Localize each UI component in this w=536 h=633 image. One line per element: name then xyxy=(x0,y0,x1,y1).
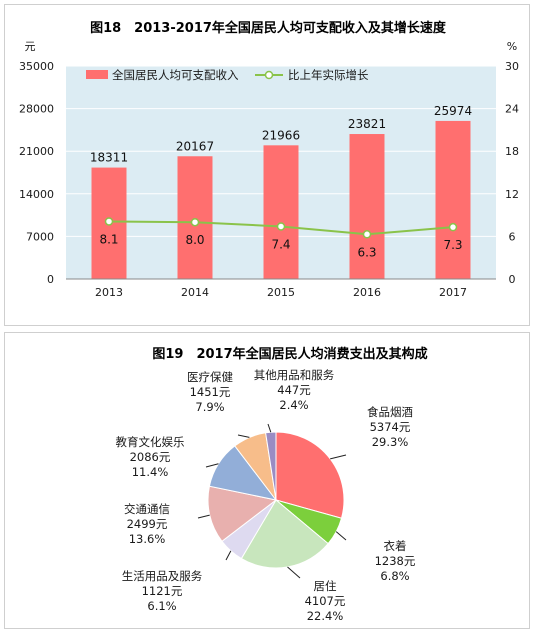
pie-label-amount: 1121元 xyxy=(142,584,183,598)
growth-labels: 8.1 8.0 7.4 6.3 7.3 xyxy=(99,232,462,259)
pie-label-amount: 2086元 xyxy=(130,450,171,464)
right-tick-label: 0 xyxy=(509,273,516,286)
right-tick-label: 24 xyxy=(505,103,519,116)
pie-label-percent: 7.9% xyxy=(195,400,224,414)
growth-label: 8.0 xyxy=(185,233,204,247)
right-tick-label: 6 xyxy=(509,230,516,243)
consumption-pie xyxy=(207,431,345,569)
right-tick-label: 30 xyxy=(505,60,519,73)
legend-line-marker xyxy=(264,70,274,80)
pie-label-percent: 6.8% xyxy=(380,569,409,583)
pie-leader-line xyxy=(197,514,210,519)
left-tick-label: 35000 xyxy=(19,60,54,73)
pie-label-amount: 447元 xyxy=(277,383,311,397)
left-tick-label: 21000 xyxy=(19,145,54,158)
x-tick-label: 2017 xyxy=(439,286,467,299)
legend-bar-swatch xyxy=(86,70,108,79)
pie-label-amount: 4107元 xyxy=(305,594,346,608)
pie-slice xyxy=(207,485,278,542)
pie-label-amount: 1451元 xyxy=(190,385,231,399)
pie-slice xyxy=(240,499,329,569)
growth-point xyxy=(448,222,458,232)
left-tick-label: 0 xyxy=(47,273,54,286)
income-bar-label: 25974 xyxy=(434,104,472,118)
pie-label-name: 其他用品和服务 xyxy=(254,368,335,382)
chart18-frame xyxy=(4,4,530,326)
income-bar xyxy=(177,156,213,279)
pie-label-name: 居住 xyxy=(314,579,337,593)
pie-leader-line xyxy=(335,531,347,541)
pie-label-name: 交通通信 xyxy=(124,502,170,516)
growth-point xyxy=(362,230,372,239)
income-bar xyxy=(435,120,471,279)
chart19-title: 图19 2017年全国居民人均消费支出及其构成 xyxy=(152,346,427,362)
income-bar xyxy=(349,134,385,279)
growth-label: 6.3 xyxy=(357,245,376,259)
income-bars xyxy=(91,120,471,279)
left-tick-label: 7000 xyxy=(26,230,54,243)
pie-label-name: 衣着 xyxy=(384,539,407,553)
legend-growth-label: 比上年实际增长 xyxy=(288,68,369,82)
income-bar-label: 23821 xyxy=(348,117,386,131)
growth-label: 7.4 xyxy=(271,237,290,251)
pie-leader-line xyxy=(225,550,232,561)
pie-label-name: 医疗保健 xyxy=(187,370,233,384)
chart18-title: 图18 2013-2017年全国居民人均可支配收入及其增长速度 xyxy=(90,20,447,36)
right-tick-label: 12 xyxy=(505,188,519,201)
income-bar-label: 21966 xyxy=(262,128,300,142)
x-tick-label: 2013 xyxy=(95,286,123,299)
pie-label-percent: 13.6% xyxy=(129,532,166,546)
pie-leader-line xyxy=(330,454,347,460)
pie-label-name: 食品烟酒 xyxy=(367,405,413,419)
pie-slice xyxy=(275,431,345,519)
left-axis-ticks: 0 7000 14000 21000 28000 35000 xyxy=(19,60,54,286)
right-axis-ticks: 0 6 12 18 24 30 xyxy=(505,60,519,286)
x-tick-label: 2014 xyxy=(181,286,209,299)
pie-label-amount: 5374元 xyxy=(370,420,411,434)
pie-label-percent: 11.4% xyxy=(132,465,169,479)
legend-income-label: 全国居民人均可支配收入 xyxy=(112,68,239,82)
left-tick-label: 14000 xyxy=(19,188,54,201)
pie-label-percent: 6.1% xyxy=(147,599,176,613)
pie-leader-lines xyxy=(197,423,347,579)
x-tick-label: 2015 xyxy=(267,286,295,299)
growth-point xyxy=(276,222,286,231)
left-tick-label: 28000 xyxy=(19,103,54,116)
left-axis-unit: 元 xyxy=(25,40,36,53)
growth-point xyxy=(190,217,200,227)
income-bar xyxy=(263,145,299,279)
pie-leader-line xyxy=(287,566,301,579)
income-bar-label: 18311 xyxy=(90,151,128,165)
pie-label-name: 生活用品及服务 xyxy=(122,569,203,583)
pie-label-amount: 2499元 xyxy=(127,517,168,531)
pie-leader-line xyxy=(267,423,272,433)
right-axis-unit: % xyxy=(507,40,517,53)
pie-label-percent: 2.4% xyxy=(279,398,308,412)
pie-leader-line xyxy=(205,463,219,468)
chart19-frame xyxy=(4,332,530,629)
income-bar-label: 20167 xyxy=(176,139,214,153)
pie-label-percent: 29.3% xyxy=(372,435,409,449)
x-tick-label: 2016 xyxy=(353,286,381,299)
pie-label-amount: 1238元 xyxy=(375,554,416,568)
income-bar-labels: 18311 20167 21966 23821 25974 xyxy=(90,104,472,165)
right-tick-label: 18 xyxy=(505,145,519,158)
growth-label: 7.3 xyxy=(443,238,462,252)
x-axis-ticks: 2013 2014 2015 2016 2017 xyxy=(95,286,467,299)
growth-point xyxy=(104,217,114,226)
growth-label: 8.1 xyxy=(99,232,118,246)
pie-leader-line xyxy=(237,434,250,438)
growth-line xyxy=(104,217,458,239)
pie-label-percent: 22.4% xyxy=(307,609,344,623)
pie-label-name: 教育文化娱乐 xyxy=(116,435,185,449)
